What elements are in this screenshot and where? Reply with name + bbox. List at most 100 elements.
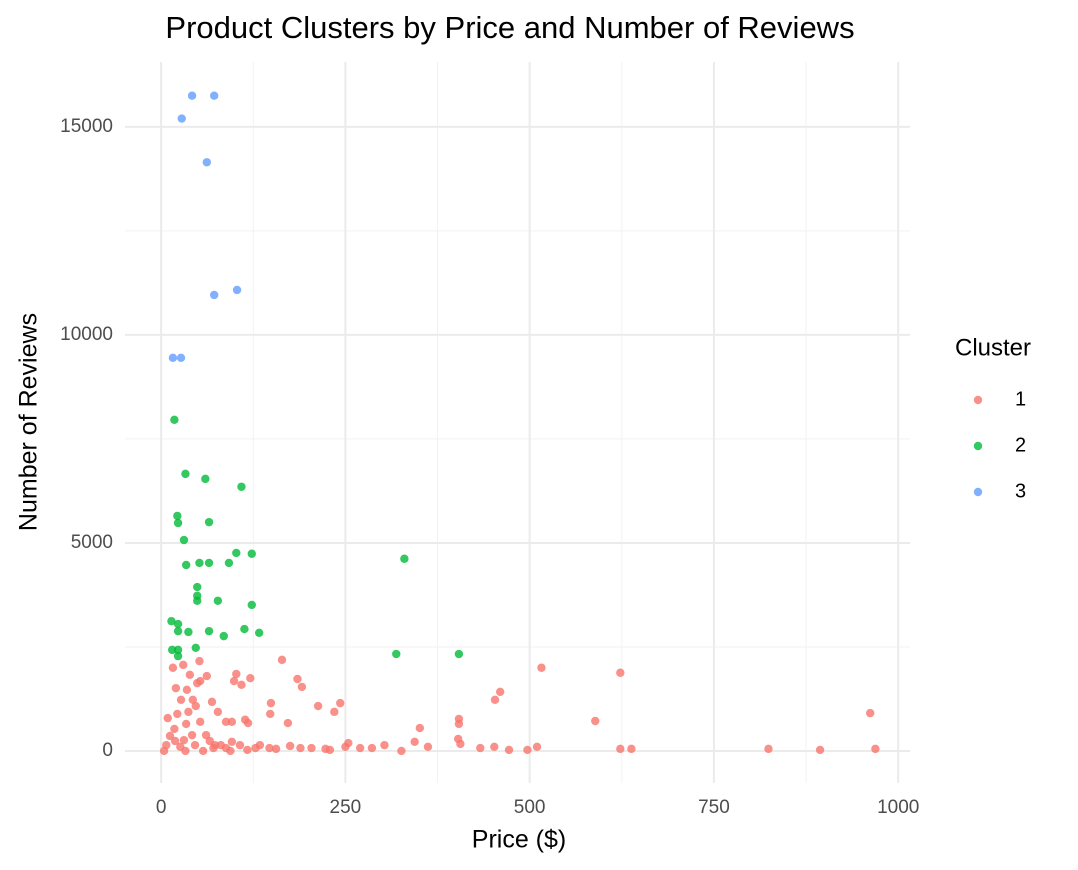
point: [367, 743, 377, 753]
point: [204, 517, 214, 527]
point: [532, 742, 542, 752]
point: [307, 743, 316, 753]
point: [187, 91, 197, 100]
point: [195, 558, 204, 568]
point: [181, 560, 191, 570]
legend-swatch: [973, 395, 983, 405]
point: [283, 718, 293, 728]
point: [195, 676, 205, 686]
point: [336, 698, 345, 708]
y-tick-label: 5000: [71, 532, 113, 553]
x-tick-label: 500: [514, 797, 546, 818]
point: [173, 518, 183, 528]
point: [177, 114, 186, 123]
y-tick-label: 15000: [60, 116, 113, 137]
point: [504, 745, 514, 755]
point: [181, 746, 190, 756]
point: [219, 631, 228, 641]
point: [330, 707, 339, 717]
point: [616, 744, 625, 754]
point: [454, 719, 464, 729]
point: [209, 743, 218, 753]
point: [205, 736, 214, 746]
point: [237, 482, 246, 491]
point: [232, 285, 242, 295]
point: [255, 740, 265, 750]
legend-label: 2: [1015, 434, 1026, 456]
point: [243, 718, 253, 728]
point: [456, 739, 465, 749]
point: [176, 353, 186, 363]
legend-label: 3: [1015, 480, 1026, 502]
point: [380, 740, 389, 750]
y-axis-label: Number of Reviews: [15, 313, 43, 531]
point: [355, 743, 365, 753]
point: [167, 645, 177, 655]
point: [179, 660, 188, 670]
point: [176, 695, 186, 704]
point: [191, 643, 200, 652]
point: [490, 695, 500, 704]
point: [190, 740, 200, 750]
point: [191, 701, 200, 711]
point: [170, 724, 179, 734]
point: [168, 663, 178, 672]
point: [213, 596, 223, 605]
point: [171, 683, 181, 693]
y-tick-label: 0: [102, 740, 113, 761]
point: [240, 624, 249, 634]
point: [170, 415, 179, 424]
point: [423, 742, 433, 752]
point: [865, 708, 875, 718]
point: [237, 680, 246, 690]
point: [266, 709, 275, 719]
point: [209, 290, 219, 300]
x-tick-label: 750: [698, 797, 730, 818]
point: [415, 723, 425, 733]
point: [815, 745, 825, 755]
point: [204, 626, 214, 636]
point: [490, 742, 499, 752]
point: [188, 695, 198, 704]
chart-title: Product Clusters by Price and Number of …: [165, 10, 854, 45]
point: [179, 735, 189, 745]
point: [591, 716, 600, 726]
point: [173, 709, 182, 719]
point: [224, 558, 234, 568]
point: [296, 743, 305, 753]
point: [226, 746, 235, 756]
point: [627, 744, 636, 754]
point: [184, 707, 193, 717]
point: [232, 669, 241, 679]
point: [195, 717, 205, 727]
x-tick-label: 0: [156, 797, 167, 818]
x-tick-label: 1000: [877, 797, 919, 818]
point: [277, 655, 287, 665]
point: [181, 469, 190, 479]
point: [165, 731, 175, 741]
point: [227, 717, 237, 727]
point: [202, 671, 212, 681]
point: [271, 744, 281, 754]
point: [167, 616, 176, 626]
point: [213, 707, 223, 717]
point: [265, 743, 274, 753]
point: [221, 717, 231, 727]
point: [871, 744, 880, 754]
point: [173, 651, 183, 661]
point: [243, 745, 252, 755]
point: [392, 649, 401, 659]
point: [232, 548, 241, 558]
point: [173, 619, 183, 629]
point: [254, 628, 264, 638]
point: [537, 663, 546, 672]
point: [229, 676, 239, 686]
point: [235, 740, 245, 750]
legend-swatch: [973, 441, 983, 451]
point: [523, 745, 532, 755]
point: [187, 730, 197, 740]
point: [616, 668, 625, 677]
point: [344, 738, 353, 748]
point: [185, 670, 195, 680]
